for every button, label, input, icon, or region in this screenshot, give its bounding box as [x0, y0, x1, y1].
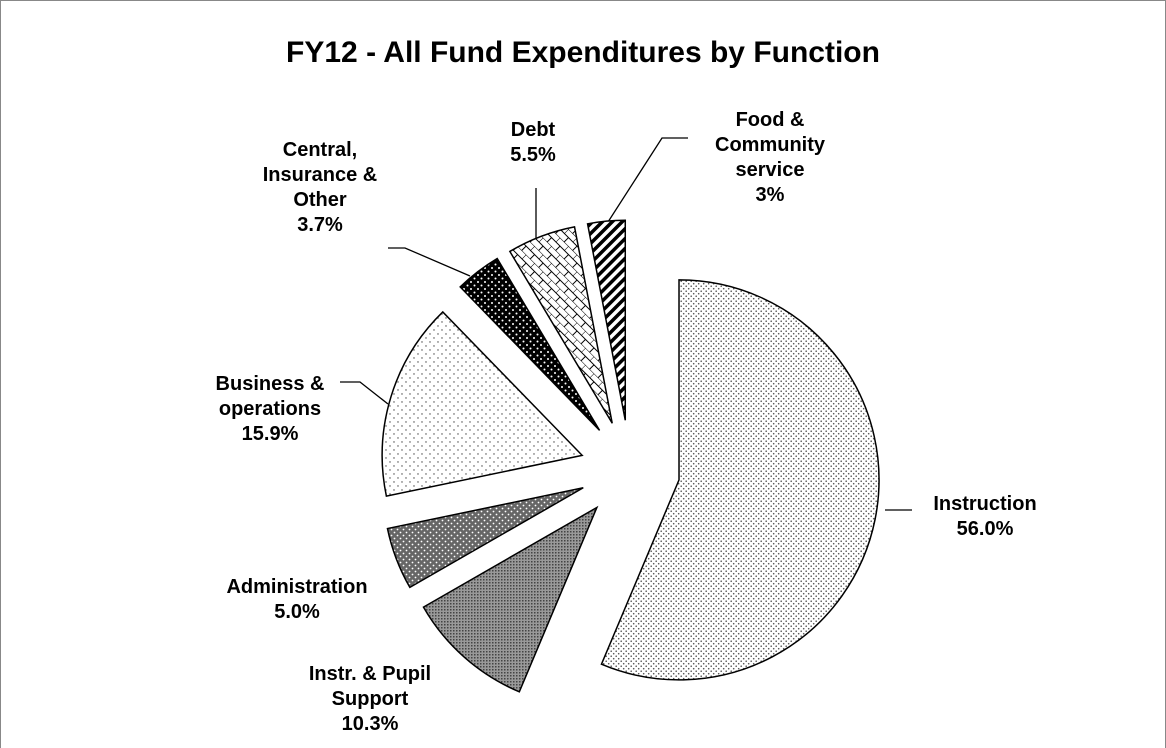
category-label: Instr. & Pupil Support [308, 663, 432, 710]
slice-label: Instr. & Pupil Support 10.3% [283, 662, 458, 737]
leader-line [340, 381, 389, 405]
slice-label: Central, Insurance & Other 3.7% [255, 138, 385, 238]
pie-slice [459, 257, 601, 431]
value-label: 3% [755, 184, 785, 206]
slice-label: Business & operations 15.9% [200, 372, 340, 447]
leader-lines [340, 137, 912, 511]
value-label: 56.0% [956, 518, 1014, 540]
pie-slice [386, 487, 584, 589]
pie-slice [422, 505, 599, 693]
value-label: 15.9% [241, 423, 299, 445]
value-label: 5.0% [274, 601, 320, 623]
category-label: Central, Insurance & Other [262, 139, 378, 211]
chart-title: FY12 - All Fund Expenditures by Function [286, 36, 880, 69]
pie-slice [600, 279, 880, 681]
pie-slice [381, 310, 584, 498]
pie-slice [508, 225, 613, 424]
value-label: 10.3% [341, 713, 399, 735]
category-label: Instruction [933, 493, 1037, 515]
category-label: Debt [510, 119, 556, 141]
slice-label: Food & Community service 3% [711, 108, 829, 208]
category-label: Food & Community service [715, 109, 825, 181]
value-label: 3.7% [297, 214, 343, 236]
slice-label: Instruction 56.0% [915, 492, 1055, 542]
leader-line [388, 247, 471, 277]
slice-label: Debt 5.5% [493, 118, 573, 168]
category-label: Business & operations [215, 373, 325, 420]
slice-label: Administration 5.0% [197, 575, 397, 625]
leader-line [607, 137, 688, 223]
pie-slice [586, 219, 627, 421]
value-label: 5.5% [510, 144, 556, 166]
category-label: Administration [226, 576, 368, 598]
